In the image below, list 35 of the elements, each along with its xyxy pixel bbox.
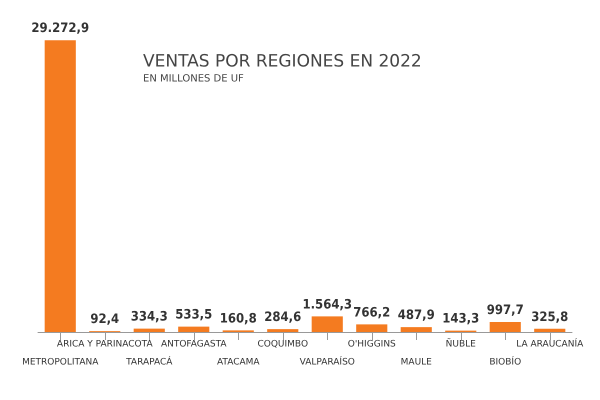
- data-label: 533,5: [175, 308, 212, 323]
- bar: [490, 322, 521, 332]
- data-label: 766,2: [353, 305, 390, 320]
- data-label: 487,9: [398, 308, 435, 324]
- text: EN MILLONES DE UF: [143, 74, 244, 84]
- bar: [134, 328, 165, 332]
- x-tick-label: VALPARAÍSO: [300, 356, 355, 368]
- bar: [178, 326, 210, 332]
- bar: [400, 327, 432, 332]
- data-label: 160,8: [220, 311, 257, 326]
- data-label: 997,7: [486, 303, 524, 318]
- x-tick-label: ANTOFAGASTA: [160, 340, 228, 350]
- x-tick-label: BIOBÍO: [489, 356, 522, 368]
- bar: [267, 329, 298, 332]
- bar: [534, 328, 566, 332]
- bar: [356, 324, 388, 332]
- x-tick-label: LA ARAUCANÍA: [516, 338, 584, 350]
- x-tick-label: TARAPACÁ: [125, 356, 174, 368]
- data-label: 334,3: [130, 310, 168, 325]
- x-tick-label: COQUIMBO: [257, 340, 308, 350]
- x-tick-label: ATACAMA: [216, 358, 260, 368]
- data-label: 1.564,3: [302, 297, 352, 312]
- data-label: 325,8: [531, 310, 568, 325]
- x-tick-label: O'HIGGINS: [348, 340, 396, 350]
- x-tick-label: ARICA Y PARINACOTA: [56, 340, 154, 350]
- data-label: 143,3: [442, 312, 480, 327]
- bar: [312, 316, 343, 332]
- data-label: 29.272,9: [31, 21, 90, 36]
- x-tick-label: ÑUBLE: [446, 338, 476, 350]
- x-tick-label: MAULE: [400, 358, 432, 368]
- data-label: 284,6: [264, 310, 302, 326]
- text: VENTAS POR REGIONES EN 2022: [143, 52, 422, 72]
- data-label: 92,4: [90, 312, 120, 328]
- bar: [44, 40, 76, 332]
- x-tick-label: METROPOLITANA: [22, 358, 100, 368]
